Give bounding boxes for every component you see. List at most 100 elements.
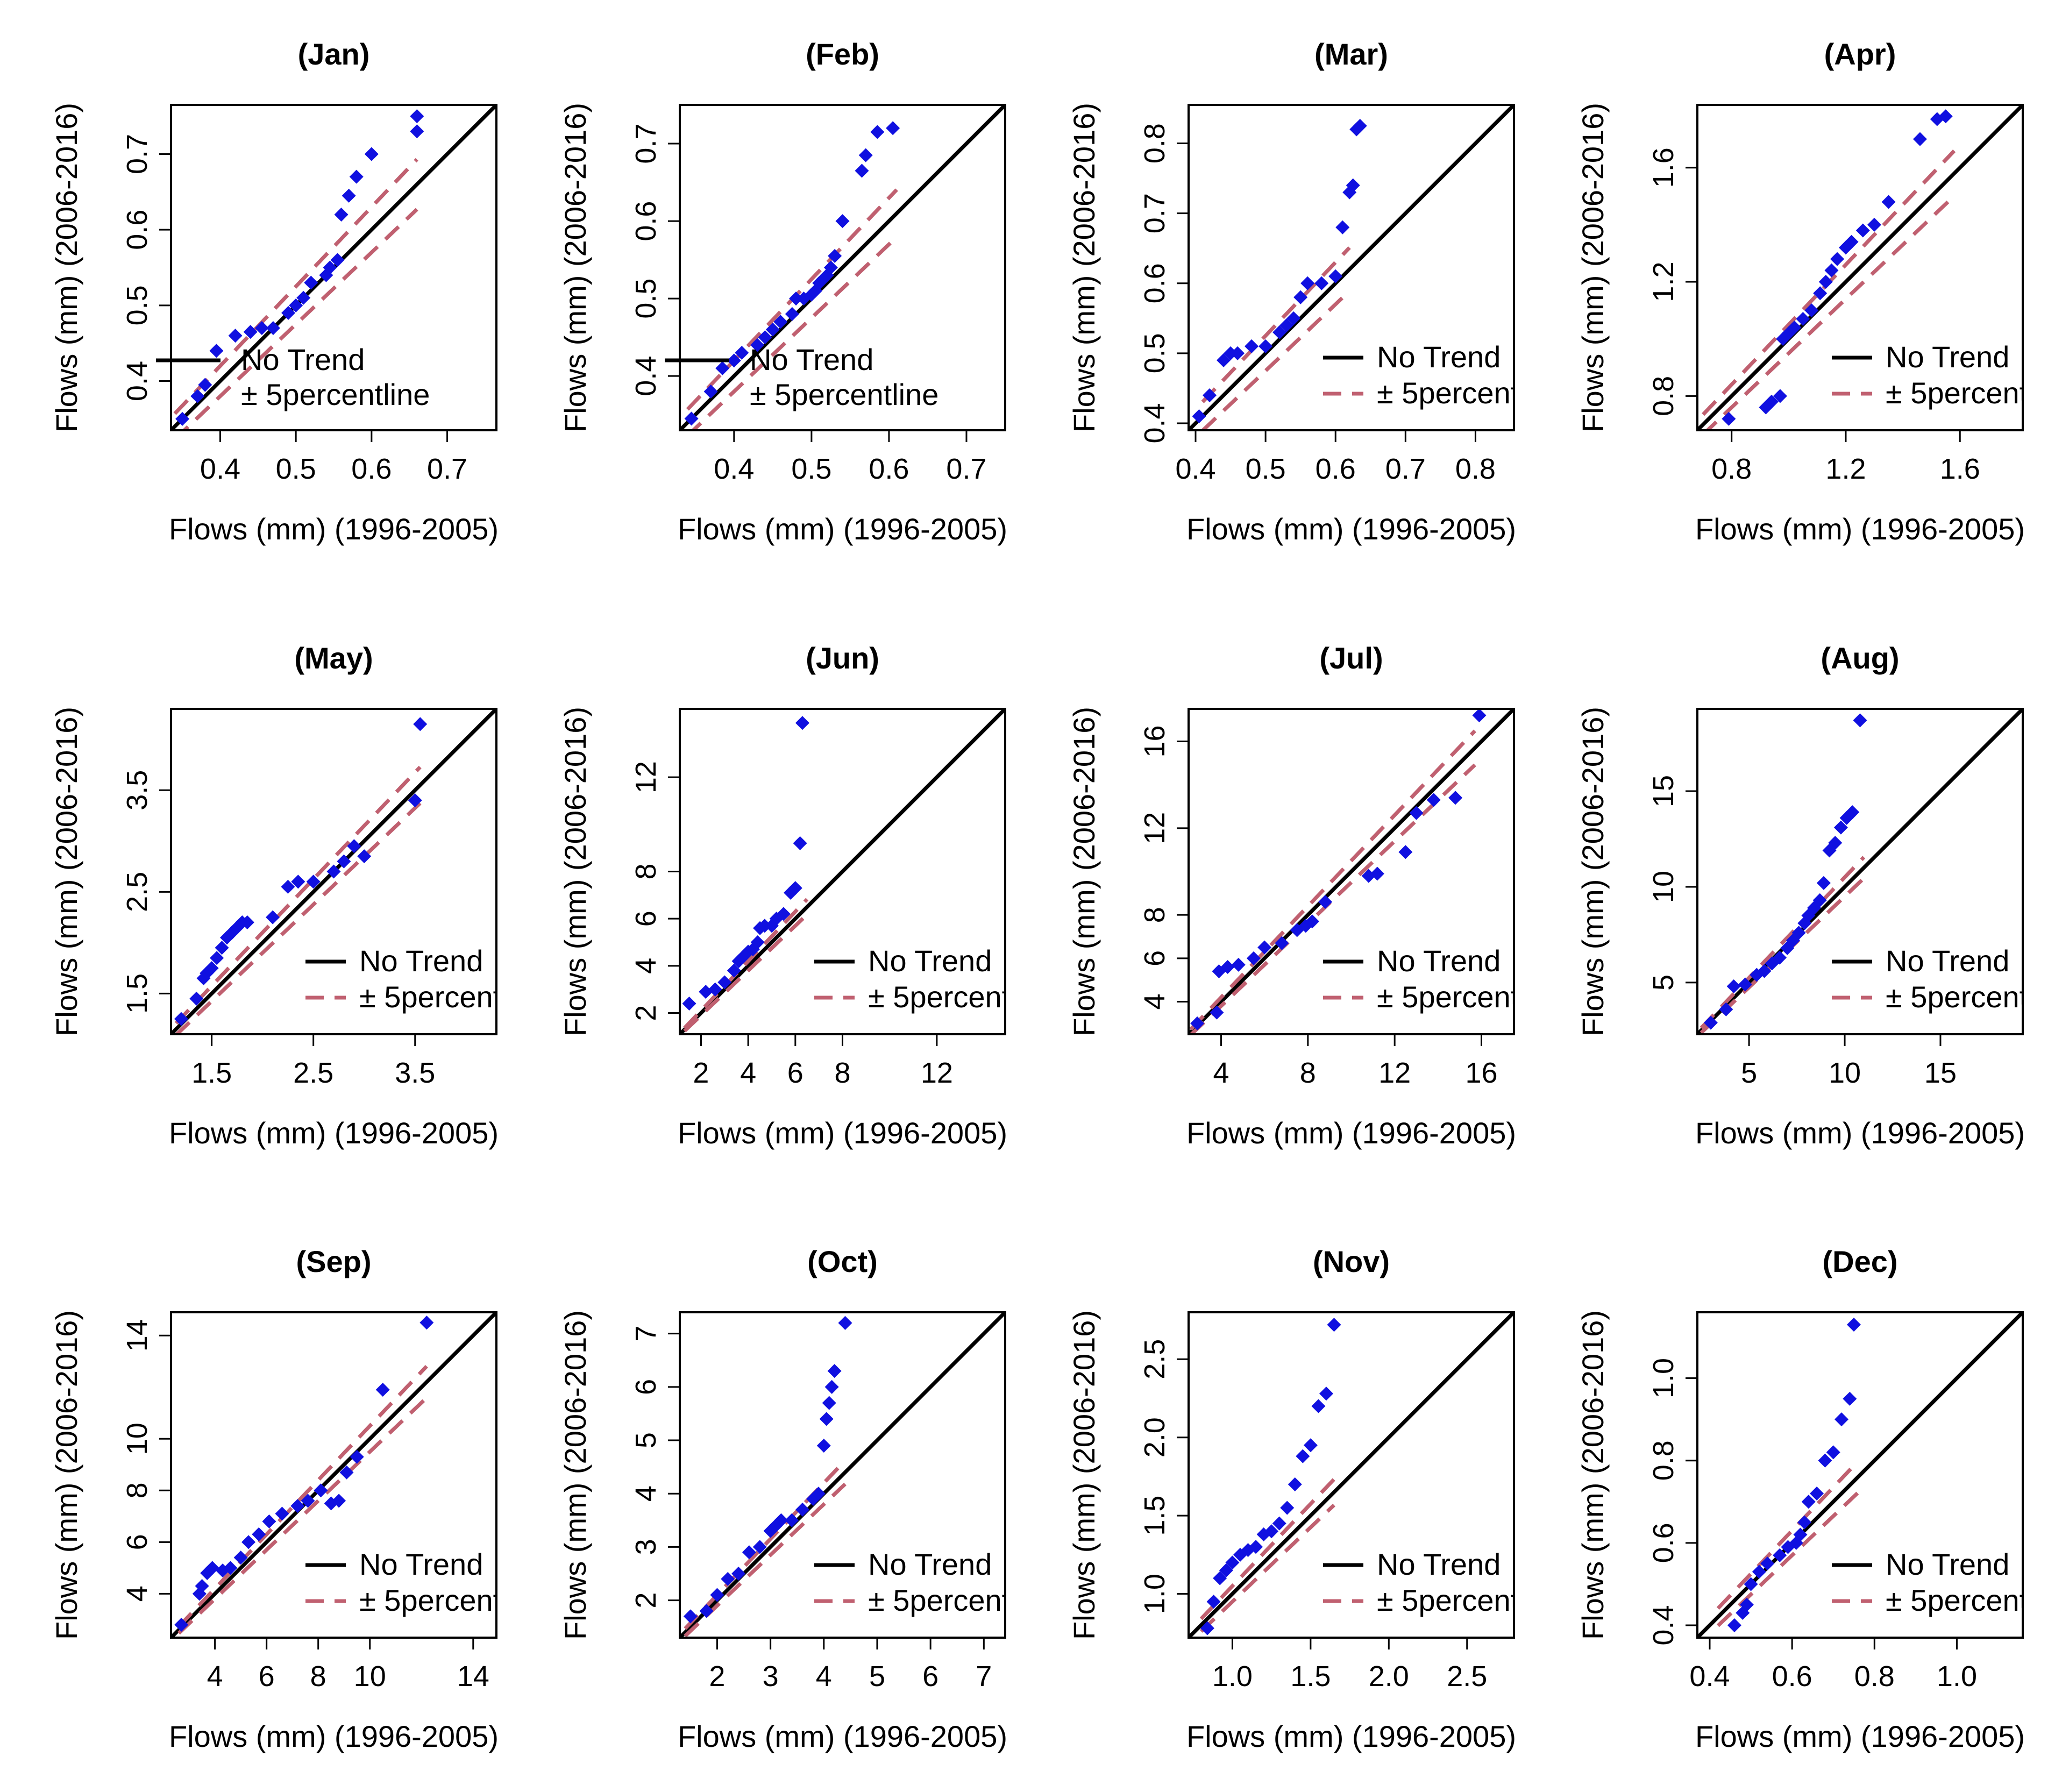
data-point (334, 208, 349, 222)
data-point (795, 716, 809, 730)
y-axis-label: Flows (mm) (2006-2016) (1576, 707, 1610, 1036)
legend: No Trend± 5percentline (665, 343, 938, 411)
data-point (1867, 217, 1882, 232)
data-point (337, 854, 351, 869)
x-tick-label: 0.5 (276, 453, 316, 485)
data-point (785, 1513, 799, 1527)
data-point (1826, 1445, 1840, 1460)
data-point (819, 1412, 834, 1426)
data-point (1912, 132, 1927, 146)
data-point (332, 1494, 346, 1508)
panel-title: (Jan) (298, 37, 370, 71)
data-point (1844, 234, 1859, 249)
legend-no-trend-label: No Trend (868, 1547, 992, 1581)
x-tick-label: 6 (259, 1660, 275, 1693)
lower-5pct-band-line (690, 236, 898, 430)
data-point (175, 411, 190, 426)
y-tick-label: 6 (630, 911, 662, 927)
data-point (1835, 1412, 1849, 1427)
data-point (699, 1604, 714, 1618)
data-point (1258, 339, 1273, 353)
plot-frame (1188, 104, 1515, 431)
y-axis-label: Flows (mm) (2006-2016) (558, 707, 592, 1036)
legend-band-label: ± 5percent (1886, 980, 2028, 1014)
panel-jul: (Jul) 4 8 12 16 4 6 8 12 16 Flows (mm) (1996-2005)… (1067, 641, 1516, 1150)
data-point (1219, 1563, 1233, 1577)
plot-area (1697, 105, 2023, 430)
data-point (1812, 893, 1827, 907)
x-axis-label: Flows (mm) (1996-2005) (1695, 1116, 2025, 1150)
x-tick-label: 0.4 (714, 453, 754, 485)
data-point (339, 1465, 354, 1480)
data-point (228, 329, 243, 343)
legend-items: No Trend± 5percent (1323, 340, 1514, 410)
data-point (1272, 1516, 1286, 1531)
y-tick-label: 2 (630, 1592, 662, 1609)
legend-no-trend-label: No Trend (1886, 944, 2009, 978)
x-tick-label: 2 (709, 1660, 725, 1693)
panel-may: (May) 1.5 2.5 3.5 1.5 2.5 3.5 Flows (mm) (1996-… (49, 641, 499, 1150)
data-point (703, 384, 718, 399)
data-point (410, 124, 424, 139)
y-tick-label: 7 (630, 1326, 662, 1342)
legend-band-label: ± 5percent (1886, 376, 2028, 410)
x-tick-label: 0.4 (200, 453, 240, 485)
data-point (410, 109, 424, 124)
data-point (1217, 353, 1231, 367)
data-point (1280, 1501, 1295, 1515)
data-point (870, 125, 885, 139)
legend-no-trend-label: No Trend (359, 944, 483, 978)
data-point (289, 298, 303, 312)
panel-title: (Jun) (806, 641, 879, 675)
plot-area (680, 1312, 1005, 1638)
legend-no-trend-label: No Trend (359, 1547, 483, 1581)
legend-no-trend-label: No Trend (1377, 340, 1501, 374)
data-point (204, 961, 219, 976)
data-point (350, 1449, 364, 1464)
data-point (1286, 311, 1301, 325)
x-tick-label: 0.6 (351, 453, 392, 485)
data-point (306, 874, 321, 889)
x-tick-label: 0.5 (1246, 453, 1286, 485)
y-tick-label: 0.7 (630, 123, 662, 163)
x-tick-label: 2.0 (1369, 1660, 1409, 1693)
data-point (811, 1487, 826, 1501)
y-tick-label: 1.5 (121, 973, 153, 1014)
data-point (1738, 977, 1752, 992)
data-point (304, 275, 318, 290)
x-tick-label: 2.5 (293, 1057, 333, 1089)
legend-band-label: ± 5percent (359, 1583, 502, 1617)
data-point (1398, 845, 1413, 859)
data-point (215, 941, 229, 955)
data-point (758, 330, 772, 345)
x-axis-label: Flows (mm) (1996-2005) (1186, 1719, 1516, 1753)
x-axis-label: Flows (mm) (1996-2005) (169, 1719, 499, 1753)
data-point (682, 997, 696, 1011)
y-tick-label: 0.8 (1647, 1440, 1680, 1481)
no-trend-line (171, 1312, 496, 1638)
y-tick-label: 8 (630, 863, 662, 879)
x-tick-label: 10 (1829, 1057, 1861, 1089)
data-point (822, 1396, 836, 1410)
panel-title: (Aug) (1821, 641, 1899, 675)
y-axis-label: Flows (mm) (2006-2016) (1067, 1310, 1101, 1640)
data-point (750, 935, 765, 950)
legend-band-label: ± 5percent (868, 980, 1011, 1014)
y-tick-label: 0.7 (1139, 193, 1171, 233)
x-tick-label: 14 (457, 1660, 489, 1693)
data-point (1245, 339, 1259, 353)
plot-area (680, 105, 1005, 430)
upper-5pct-band-line (683, 898, 809, 1029)
data-point (742, 1545, 756, 1560)
y-tick-label: 4 (121, 1585, 153, 1602)
plot-area (1189, 105, 1514, 430)
y-tick-label: 3 (630, 1539, 662, 1555)
data-point (291, 874, 305, 889)
data-point (1293, 290, 1308, 304)
x-tick-label: 8 (310, 1660, 326, 1693)
data-point (788, 881, 802, 895)
data-point (773, 315, 788, 329)
plot-frame (170, 1311, 497, 1639)
x-axis-label: Flows (mm) (1996-2005) (678, 1116, 1007, 1150)
